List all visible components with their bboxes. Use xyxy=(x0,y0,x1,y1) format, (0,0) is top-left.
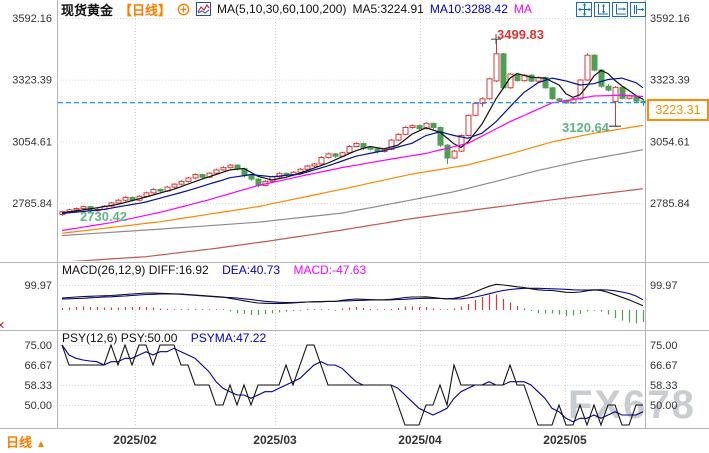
current-price-tag: 3223.31 xyxy=(647,99,709,121)
chart-header: 现货黄金 【日线】 MA(5,10,30,60,100,200) MA5:322… xyxy=(61,1,532,18)
svg-text:3592.16: 3592.16 xyxy=(12,13,52,25)
ma-line-ma10 xyxy=(61,77,644,215)
ma-line-ma100 xyxy=(61,149,644,237)
pan-horizontal-icon[interactable] xyxy=(612,2,628,17)
jump-to-latest-icon[interactable] xyxy=(630,2,646,17)
psyma-line xyxy=(61,344,644,423)
pane-separators xyxy=(0,0,709,429)
svg-text:2785.84: 2785.84 xyxy=(650,198,690,210)
start-low-price-label: 2730.42 xyxy=(80,209,127,224)
svg-text:66.67: 66.67 xyxy=(24,360,52,372)
ma30-value-truncated: MA xyxy=(513,2,532,16)
axis-labels-layer: 3592.16 3592.16 3323.39 3323.39 3054.61 3054.… xyxy=(12,13,690,412)
low-price-label: 3120.64 xyxy=(562,120,609,135)
svg-text:2025/03: 2025/03 xyxy=(253,433,297,447)
ma5-value: MA5:3224.91 xyxy=(352,2,424,16)
svg-text:3323.39: 3323.39 xyxy=(650,75,690,87)
macd-diff-label: MACD(26,12,9) DIFF:16.92 xyxy=(62,263,209,277)
svg-text:3592.16: 3592.16 xyxy=(650,13,690,25)
grid-layer xyxy=(57,10,645,427)
month-labels: 2025/02 2025/03 2025/04 2025/05 xyxy=(113,433,587,447)
svg-text:75.00: 75.00 xyxy=(650,340,678,352)
svg-text:2025/04: 2025/04 xyxy=(398,433,442,447)
svg-text:58.33: 58.33 xyxy=(24,380,52,392)
svg-text:3323.39: 3323.39 xyxy=(12,75,52,87)
svg-text:3054.61: 3054.61 xyxy=(12,136,52,148)
period-selector-label: 日线 xyxy=(6,435,33,450)
ma-line-ma30 xyxy=(61,94,644,232)
symbol-name: 现货黄金 xyxy=(61,2,114,18)
svg-text:58.33: 58.33 xyxy=(650,380,678,392)
svg-text:50.00: 50.00 xyxy=(24,400,52,412)
high-price-label: 3499.83 xyxy=(497,27,544,42)
svg-text:99.97: 99.97 xyxy=(24,280,52,292)
zoom-vertical-icon[interactable] xyxy=(594,2,610,17)
ma-caption: MA(5,10,30,60,100,200) xyxy=(217,2,347,16)
ma-line-ma60 xyxy=(61,124,644,234)
psyma-label: PSYMA:47.22 xyxy=(190,331,267,345)
chart-type-icon[interactable] xyxy=(196,2,212,16)
left-edge-marker: ✕ xyxy=(0,320,6,332)
svg-text:50.00: 50.00 xyxy=(650,400,678,412)
move-tool-icon[interactable] xyxy=(576,2,592,17)
psy-indicator-header: PSY(12,6) PSY:50.00 PSYMA:47.22 xyxy=(62,331,266,345)
svg-text:2785.84: 2785.84 xyxy=(12,198,52,210)
candles-layer xyxy=(59,39,646,216)
ma-line-ma5 xyxy=(61,69,644,214)
psy-line xyxy=(61,343,643,427)
psy-layer xyxy=(61,343,644,427)
ma-lines-layer xyxy=(61,69,644,261)
macd-value-label: MACD:-47.63 xyxy=(293,263,367,277)
period-selector[interactable]: 日线 ▲ xyxy=(6,432,46,451)
svg-text:2025/02: 2025/02 xyxy=(113,433,157,447)
add-indicator-icon[interactable] xyxy=(177,3,190,16)
macd-indicator-header: MACD(26,12,9) DIFF:16.92 DEA:40.73 MACD:… xyxy=(62,263,366,277)
dropdown-arrow-icon: ▲ xyxy=(36,439,46,450)
svg-text:2025/05: 2025/05 xyxy=(543,433,587,447)
chart-toolbar xyxy=(576,2,646,17)
macd-dea-label: DEA:40.73 xyxy=(222,263,281,277)
period-tag: 【日线】 xyxy=(119,2,172,18)
svg-text:3054.61: 3054.61 xyxy=(650,136,690,148)
ma10-value: MA10:3288.42 xyxy=(429,2,508,16)
diff-line xyxy=(61,283,644,307)
ma-line-ma200 xyxy=(70,188,644,261)
svg-text:75.00: 75.00 xyxy=(24,340,52,352)
svg-text:66.67: 66.67 xyxy=(650,360,678,372)
psy-label: PSY(12,6) PSY:50.00 xyxy=(62,331,178,345)
high-marker xyxy=(491,34,501,45)
dea-line xyxy=(61,287,644,304)
svg-text:99.97: 99.97 xyxy=(650,280,678,292)
macd-layer xyxy=(61,283,645,324)
